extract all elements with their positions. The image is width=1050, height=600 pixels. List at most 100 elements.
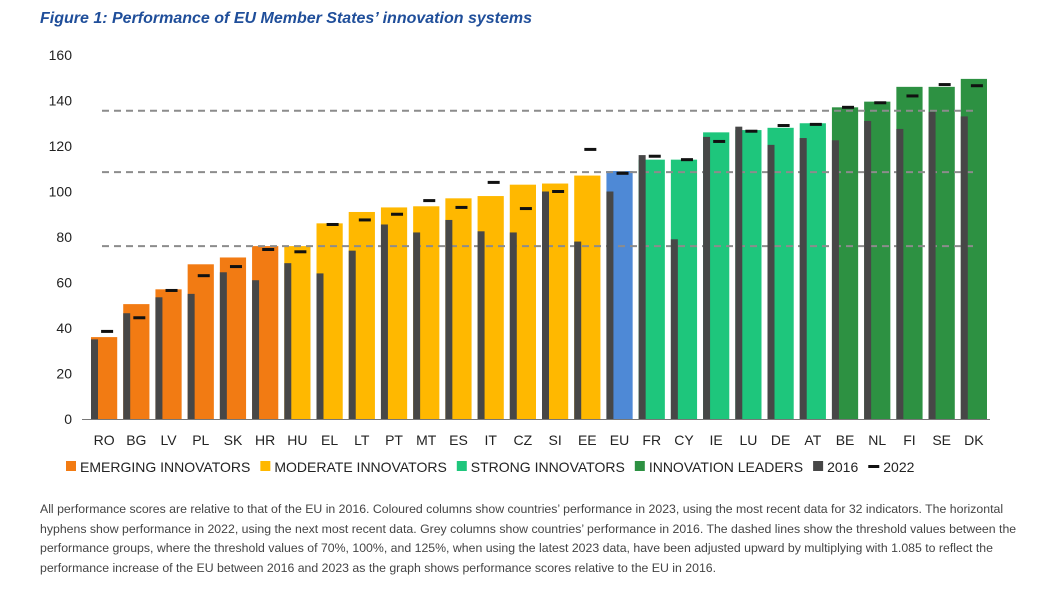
bar-2016-ro xyxy=(91,339,98,419)
category-label-nl: NL xyxy=(868,432,886,448)
bar-2016-lt xyxy=(348,250,356,419)
bar-2016-it xyxy=(477,231,485,419)
marker-2022-at xyxy=(809,122,822,126)
marker-2022-ee xyxy=(584,147,597,151)
legend-swatch-strong xyxy=(456,461,467,471)
category-label-lu: LU xyxy=(739,432,757,448)
legend-label-strong: STRONG INNOVATORS xyxy=(471,459,625,475)
marker-2022-dk xyxy=(970,84,983,88)
bar-2016-cy xyxy=(670,239,678,419)
legend-label-grey_2016: 2016 xyxy=(827,459,858,475)
category-label-hu: HU xyxy=(287,432,307,448)
bar-2016-lv xyxy=(155,297,163,419)
legend-swatch-leaders xyxy=(634,461,645,471)
bar-2016-at xyxy=(799,138,807,419)
marker-2022-fr xyxy=(648,154,661,158)
figure-note: All performance scores are relative to t… xyxy=(40,502,1017,575)
marker-2022-sk xyxy=(229,265,242,269)
marker-2022-es xyxy=(455,205,468,209)
category-label-sk: SK xyxy=(224,432,243,448)
bar-2016-lu xyxy=(735,126,743,419)
bar-2016-pl xyxy=(187,293,195,419)
bar-2016-si xyxy=(542,191,549,419)
bar-2016-se xyxy=(928,111,936,419)
marker-2022-ie xyxy=(713,139,726,143)
marker-2022-hr xyxy=(262,248,275,252)
y-tick-label: 0 xyxy=(64,411,72,427)
bar-2016-cz xyxy=(509,232,517,419)
category-label-fr: FR xyxy=(642,432,661,448)
bar-2016-el xyxy=(316,273,324,419)
bar-2016-mt xyxy=(413,232,421,419)
y-tick-label: 20 xyxy=(56,366,72,382)
bar-2016-be xyxy=(831,140,839,419)
legend-label-emerging: EMERGING INNOVATORS xyxy=(80,459,250,475)
y-tick-label: 120 xyxy=(49,138,73,154)
marker-2022-nl xyxy=(874,101,887,105)
category-label-es: ES xyxy=(449,432,468,448)
bar-2016-es xyxy=(445,219,453,419)
category-label-ie: IE xyxy=(710,432,723,448)
marker-2022-lu xyxy=(745,129,758,133)
bar-2016-eu xyxy=(606,191,614,419)
bar-2016-bg xyxy=(123,313,131,419)
marker-2022-lv xyxy=(165,288,178,292)
category-label-se: SE xyxy=(932,432,951,448)
category-label-it: IT xyxy=(484,432,497,448)
marker-2022-pt xyxy=(391,212,404,216)
marker-2022-hu xyxy=(294,250,307,254)
y-tick-label: 60 xyxy=(56,275,72,291)
marker-2022-mt xyxy=(423,199,436,203)
bar-2016-fr xyxy=(638,155,646,419)
category-label-fi: FI xyxy=(903,432,915,448)
bar-2016-ie xyxy=(703,136,711,419)
category-label-pt: PT xyxy=(385,432,403,448)
category-label-be: BE xyxy=(836,432,855,448)
marker-2022-el xyxy=(326,222,339,226)
category-label-si: SI xyxy=(548,432,561,448)
marker-2022-ro xyxy=(101,329,114,333)
marker-2022-de xyxy=(777,124,790,128)
marker-2022-cz xyxy=(519,207,532,211)
marker-2022-pl xyxy=(197,274,210,278)
marker-2022-cy xyxy=(680,158,693,162)
category-label-dk: DK xyxy=(964,432,984,448)
marker-2022-it xyxy=(487,180,500,184)
category-label-mt: MT xyxy=(416,432,437,448)
bar-2016-dk xyxy=(960,116,968,420)
figure-title: Figure 1: Performance of EU Member State… xyxy=(40,10,532,27)
legend-swatch-marker_2022 xyxy=(868,465,880,468)
bar-chart: 0 20 40 60 80 100 120 140 160 RO BG LV PL SK HR HU EL LT P… xyxy=(49,47,990,475)
category-label-ee: EE xyxy=(578,432,597,448)
category-label-eu: EU xyxy=(610,432,629,448)
bar-2016-pt xyxy=(380,224,388,419)
category-label-pl: PL xyxy=(192,432,209,448)
y-tick-label: 80 xyxy=(56,229,72,245)
category-label-de: DE xyxy=(771,432,790,448)
marker-2022-bg xyxy=(133,316,146,320)
marker-2022-be xyxy=(842,105,855,109)
legend-swatch-moderate xyxy=(260,461,271,471)
marker-2022-si xyxy=(552,190,565,193)
bar-2016-fi xyxy=(896,128,904,419)
y-tick-label: 100 xyxy=(49,184,73,200)
bar-2016-ee xyxy=(574,241,582,419)
bar-2016-hu xyxy=(284,263,292,419)
marker-2022-lt xyxy=(358,218,371,222)
legend-label-leaders: INNOVATION LEADERS xyxy=(649,459,803,475)
category-label-bg: BG xyxy=(126,432,146,448)
category-label-cy: CY xyxy=(674,432,694,448)
bar-2016-nl xyxy=(864,120,872,419)
bar-2016-sk xyxy=(219,272,227,419)
marker-2022-se xyxy=(938,83,951,87)
legend-swatch-emerging xyxy=(66,461,76,471)
category-label-hr: HR xyxy=(255,432,275,448)
bar-2016-hr xyxy=(252,280,260,419)
category-label-el: EL xyxy=(321,432,338,448)
bar-2016-de xyxy=(767,144,775,420)
marker-2022-eu xyxy=(616,171,629,175)
marker-2022-fi xyxy=(906,94,919,98)
category-label-lv: LV xyxy=(160,432,177,448)
category-label-lt: LT xyxy=(354,432,370,448)
category-label-at: AT xyxy=(804,432,821,448)
